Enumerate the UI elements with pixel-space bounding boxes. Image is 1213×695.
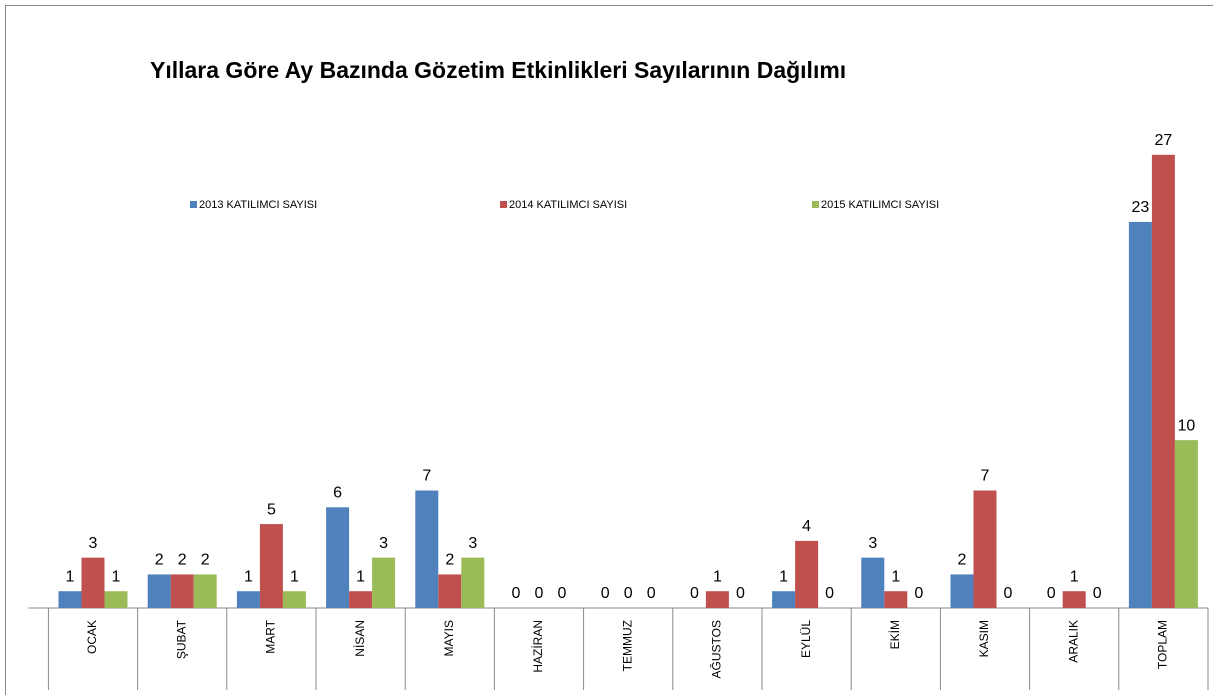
data-label: 5	[267, 501, 276, 518]
data-label: 3	[468, 535, 477, 552]
data-label: 1	[112, 568, 121, 585]
data-label: 3	[868, 535, 877, 552]
bar	[884, 591, 908, 608]
bar	[193, 574, 217, 608]
data-label: 0	[647, 585, 656, 602]
data-label: 7	[422, 468, 431, 485]
bar	[461, 557, 485, 608]
bar	[973, 490, 997, 608]
bar	[1174, 440, 1198, 608]
data-label: 27	[1155, 132, 1173, 149]
legend-swatch	[812, 201, 819, 208]
bar	[795, 540, 819, 608]
data-label: 1	[891, 568, 900, 585]
chart-border	[5, 5, 1213, 695]
data-label: 2	[155, 552, 164, 569]
data-label: 0	[512, 585, 521, 602]
data-label: 1	[713, 568, 722, 585]
x-tick-label: AĞUSTOS	[709, 620, 724, 678]
data-label: 1	[356, 568, 365, 585]
data-label: 4	[802, 518, 811, 535]
x-tick-label: EKİM	[888, 620, 902, 649]
bar	[259, 524, 283, 608]
bar	[104, 591, 128, 608]
bar	[861, 557, 885, 608]
legend-swatch	[500, 201, 507, 208]
x-tick-label: TEMMUZ	[620, 620, 634, 671]
data-label: 0	[690, 585, 699, 602]
data-label: 2	[445, 552, 454, 569]
data-label: 23	[1132, 199, 1150, 216]
legend-label: 2013 KATILIMCI SAYISI	[199, 199, 317, 211]
bar	[705, 591, 729, 608]
data-label: 0	[624, 585, 633, 602]
legend-label: 2015 KATILIMCI SAYISI	[821, 199, 939, 211]
bar	[326, 507, 350, 608]
bar	[372, 557, 396, 608]
data-label: 3	[379, 535, 388, 552]
bar	[950, 574, 974, 608]
x-tick-label: MART	[264, 619, 278, 653]
data-label: 0	[1047, 585, 1056, 602]
bar	[1128, 221, 1152, 608]
data-label: 1	[66, 568, 75, 585]
bar	[170, 574, 194, 608]
legend-swatch	[190, 201, 197, 208]
x-tick-label: KASIM	[977, 620, 991, 657]
chart-title: Yıllara Göre Ay Bazında Gözetim Etkinlik…	[150, 57, 846, 83]
x-tick-label: OCAK	[85, 620, 99, 654]
data-label: 0	[736, 585, 745, 602]
x-tick-label: NİSAN	[353, 620, 367, 657]
bar	[58, 591, 82, 608]
data-label: 0	[601, 585, 610, 602]
bar	[438, 574, 462, 608]
data-label: 0	[1004, 585, 1013, 602]
data-label: 0	[535, 585, 544, 602]
data-label: 0	[825, 585, 834, 602]
bar	[415, 490, 439, 608]
x-tick-label: TOPLAM	[1156, 620, 1170, 669]
data-label: 10	[1178, 417, 1196, 434]
data-label: 1	[290, 568, 299, 585]
data-label: 1	[1070, 568, 1079, 585]
bar	[772, 591, 796, 608]
x-tick-label: ARALIK	[1066, 620, 1080, 663]
bar	[81, 557, 105, 608]
bar	[282, 591, 306, 608]
bar	[236, 591, 260, 608]
data-label: 7	[981, 468, 990, 485]
x-tick-label: ŞUBAT	[174, 619, 188, 659]
data-label: 3	[89, 535, 98, 552]
data-label: 6	[333, 485, 342, 502]
data-label: 2	[201, 552, 210, 569]
x-tick-label: MAYIS	[442, 620, 456, 656]
x-tick-label: EYLÜL	[799, 620, 813, 658]
x-tick-label: HAZİRAN	[531, 620, 545, 673]
data-label: 1	[779, 568, 788, 585]
data-label: 0	[558, 585, 567, 602]
legend-label: 2014 KATILIMCI SAYISI	[509, 199, 627, 211]
bar	[349, 591, 373, 608]
data-label: 1	[244, 568, 253, 585]
bar	[1062, 591, 1086, 608]
data-label: 2	[178, 552, 187, 569]
bar	[1151, 154, 1175, 609]
bar	[147, 574, 171, 608]
data-label: 2	[958, 552, 967, 569]
data-label: 0	[914, 585, 923, 602]
data-label: 0	[1093, 585, 1102, 602]
